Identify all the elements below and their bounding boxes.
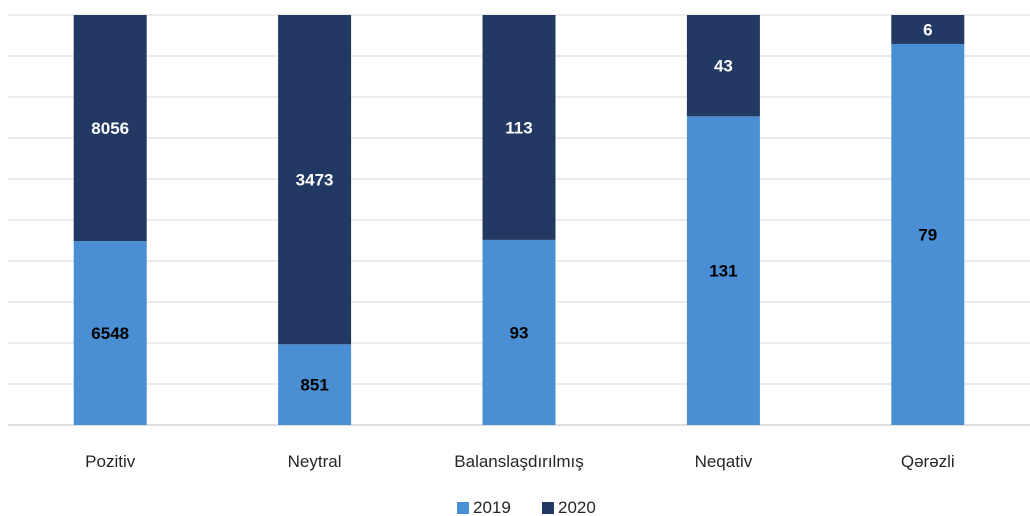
bar-2019-4 (891, 43, 965, 426)
bar-2020-0 (73, 15, 147, 242)
data-label: 79 (918, 225, 937, 244)
data-label: 3473 (296, 171, 334, 190)
bar-2020-4 (891, 15, 965, 44)
bar-2019-2 (482, 239, 556, 425)
data-label: 6 (923, 20, 932, 39)
category-label: Neqativ (695, 452, 753, 471)
category-label: Pozitiv (85, 452, 136, 471)
data-label: 131 (709, 262, 737, 281)
category-label: Balanslaşdırılmış (454, 452, 583, 471)
bar-2019-3 (686, 116, 760, 425)
legend-label: 2019 (473, 498, 511, 516)
legend-label: 2020 (558, 498, 596, 516)
data-label: 8056 (91, 119, 129, 138)
bars: 6548 8056 851 3473 93 113 131 43 79 6 (73, 15, 965, 426)
bar-2019-0 (73, 241, 147, 425)
bar-2019-1 (278, 344, 352, 425)
bar-2020-3 (686, 15, 760, 117)
bar-2020-1 (278, 15, 352, 345)
category-label: Qərəzli (901, 452, 955, 471)
bar-2020-2 (482, 15, 556, 240)
legend-swatch-2020 (542, 502, 554, 514)
legend: 2019 2020 (457, 498, 596, 516)
data-label: 93 (510, 323, 529, 342)
data-label: 851 (300, 376, 328, 395)
data-label: 43 (714, 57, 733, 76)
data-label: 113 (505, 118, 532, 137)
legend-swatch-2019 (457, 502, 469, 514)
category-labels: Pozitiv Neytral Balanslaşdırılmış Neqativ Qə… (85, 452, 955, 471)
category-label: Neytral (288, 452, 342, 471)
data-label: 6548 (91, 324, 129, 343)
